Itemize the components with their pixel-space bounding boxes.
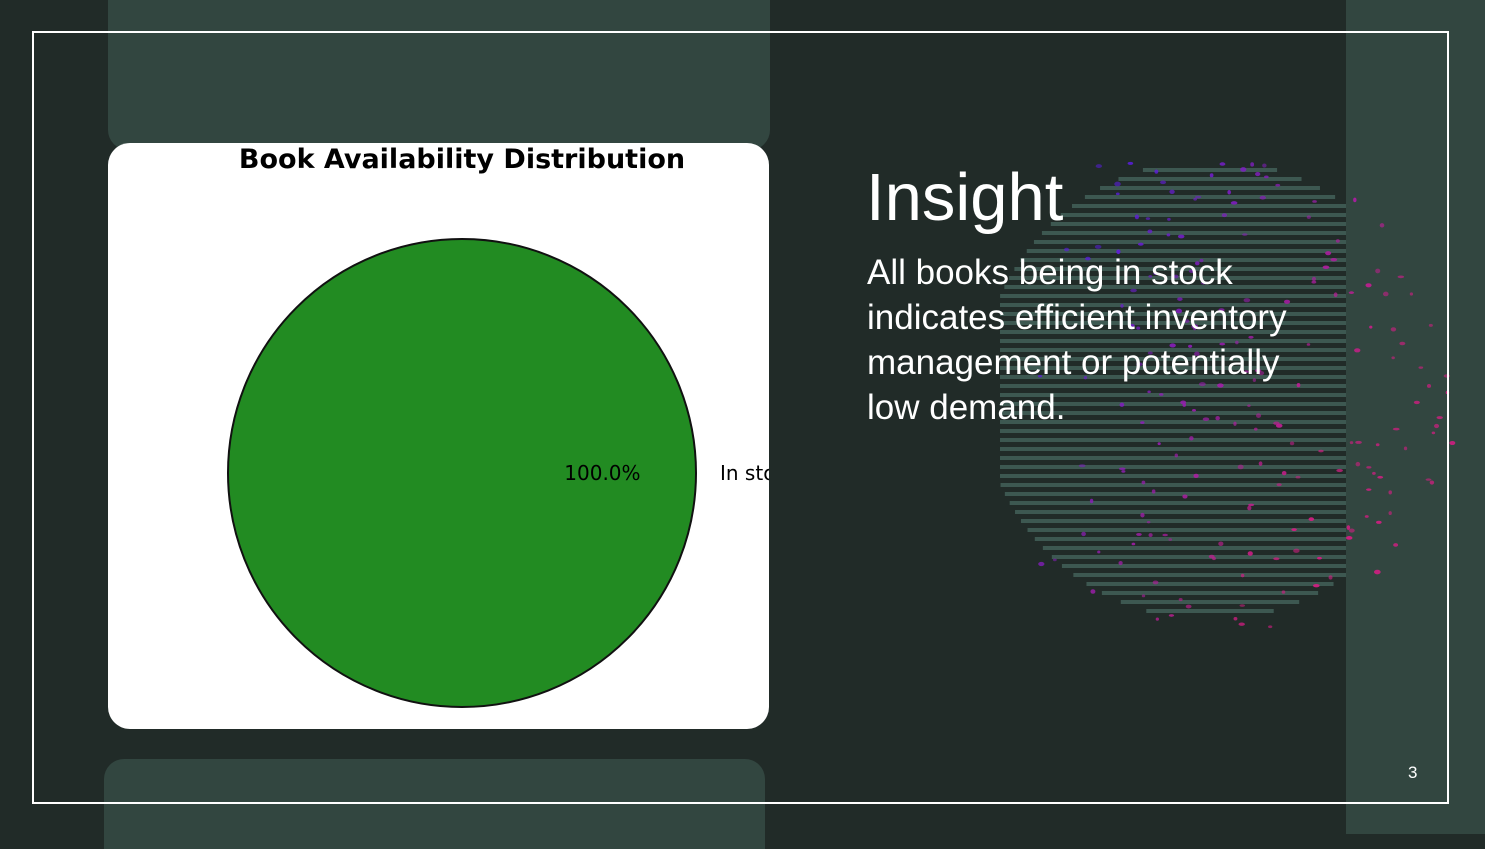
page-number: 3	[1408, 763, 1418, 782]
chart-title: Book Availability Distribution	[239, 144, 685, 175]
pie-percent-label: 100.0%	[564, 461, 640, 485]
pie-slice-label: In stock	[720, 461, 769, 485]
slide-frame	[32, 31, 1449, 804]
chart-card: Book Availability Distribution In stock 1…	[108, 143, 769, 729]
decorative-dotted-globe	[1000, 161, 1456, 629]
decorative-right-strip	[1346, 0, 1485, 834]
decorative-panel-top	[108, 0, 770, 150]
slide-body-text: All books being in stock indicates effic…	[867, 253, 1287, 427]
pie-chart: Book Availability Distribution In stock 1…	[227, 144, 769, 708]
pie-slice	[227, 238, 697, 708]
slide-title: Insight	[866, 160, 1064, 235]
